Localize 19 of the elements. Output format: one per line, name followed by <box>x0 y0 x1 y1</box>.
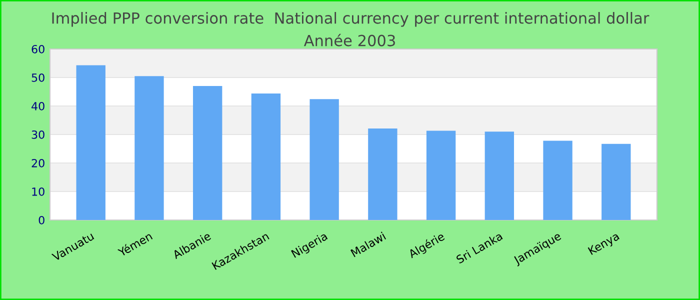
bar <box>368 128 398 220</box>
y-tick-label: 10 <box>32 187 44 196</box>
y-tick-label: 30 <box>32 130 44 139</box>
y-tick-label: 50 <box>32 73 44 82</box>
bar <box>134 76 164 220</box>
y-tick-label: 60 <box>32 44 44 54</box>
y-tick-label: 20 <box>32 158 44 168</box>
bar <box>426 130 456 220</box>
bar <box>251 93 281 220</box>
bar <box>484 132 514 220</box>
chart-subtitle: Année 2003 <box>304 34 395 46</box>
bar <box>192 86 222 220</box>
y-tick-label: 40 <box>32 102 44 110</box>
y-tick-label: 0 <box>38 216 44 224</box>
bar <box>543 140 572 220</box>
bar <box>602 144 631 220</box>
chart-title: Implied PPP conversion rate National currency per current international dollar <box>52 12 650 27</box>
bar <box>310 99 339 220</box>
bar <box>76 65 106 220</box>
